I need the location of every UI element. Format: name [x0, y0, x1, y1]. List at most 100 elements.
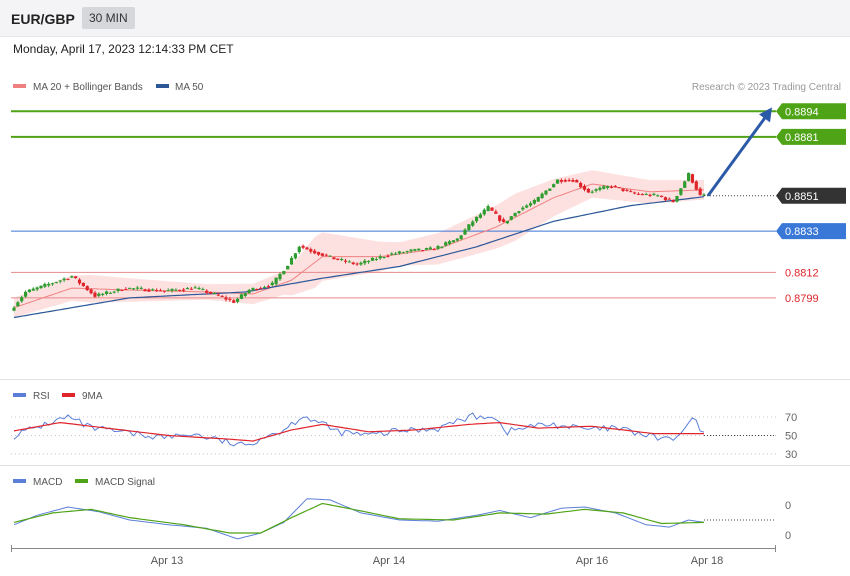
candle-body	[374, 258, 378, 260]
candle-body	[62, 278, 66, 281]
candle-body	[690, 174, 695, 183]
candle-body	[536, 196, 540, 202]
candle-body	[656, 195, 660, 197]
candle-body	[432, 249, 436, 251]
candle-body	[579, 182, 583, 188]
candle-body	[143, 289, 147, 292]
candle-body	[675, 195, 679, 202]
candle-body	[239, 294, 244, 299]
candle-body	[228, 298, 232, 300]
candle-body	[652, 193, 656, 196]
candle-body	[463, 229, 467, 235]
candle-body	[116, 288, 120, 292]
candle-body	[220, 295, 224, 297]
candle-body	[89, 289, 93, 294]
candle-body	[386, 255, 390, 257]
macd-line	[13, 498, 705, 540]
candle-body	[571, 180, 575, 182]
candle-body	[455, 238, 459, 241]
candle-body	[216, 294, 220, 296]
candle-body	[16, 302, 20, 306]
chart-header: EUR/GBP 30 MIN	[0, 0, 850, 37]
candle-body	[575, 180, 579, 183]
candle-body	[598, 187, 602, 190]
candle-body	[274, 277, 278, 285]
candle-body	[151, 289, 155, 291]
legend-label-macd-signal: MACD Signal	[95, 477, 155, 488]
candle-body	[31, 288, 35, 291]
x-tick-label: Apr 13	[151, 555, 183, 567]
candle-body	[501, 219, 506, 222]
candle-body	[378, 256, 382, 259]
candle-body	[540, 193, 544, 199]
candle-body	[528, 203, 533, 206]
candle-body	[135, 287, 139, 289]
timeframe-button[interactable]: 30 MIN	[82, 7, 135, 29]
candle-body	[405, 251, 409, 253]
current-price-label: 0.8851	[785, 191, 819, 203]
candle-body	[424, 248, 429, 250]
forecast-arrowhead	[759, 107, 772, 123]
candle-body	[158, 290, 163, 292]
candle-body	[286, 265, 290, 270]
candle-body	[43, 283, 47, 287]
candle-body	[370, 257, 375, 261]
candle-body	[50, 283, 55, 285]
x-tick-label: Apr 14	[373, 555, 405, 567]
legend-label-macd: MACD	[33, 477, 62, 488]
candle-body	[513, 213, 517, 217]
candle-body	[544, 190, 548, 195]
candle-body	[120, 290, 124, 292]
candle-body	[208, 291, 213, 294]
candle-body	[251, 288, 255, 291]
candle-body	[679, 188, 683, 195]
candle-body	[459, 235, 463, 239]
candle-body	[602, 186, 606, 189]
candle-body	[20, 297, 24, 302]
candle-body	[212, 293, 217, 295]
candle-body	[471, 221, 475, 226]
candle-body	[548, 188, 552, 191]
candle-body	[532, 200, 536, 204]
candle-body	[39, 285, 43, 289]
candle-body	[621, 188, 625, 191]
level-label: 0.8799	[785, 293, 819, 305]
candle-body	[640, 194, 644, 196]
candle-body	[324, 254, 328, 256]
candle-body	[686, 172, 691, 182]
legend-swatch-macd	[13, 479, 26, 483]
candle-body	[671, 200, 675, 203]
candle-body	[517, 211, 521, 213]
x-tick-label: Apr 18	[691, 555, 723, 567]
candle-body	[625, 189, 629, 191]
candle-body	[316, 252, 321, 255]
candle-body	[313, 250, 317, 254]
candle-body	[505, 220, 510, 224]
candle-body	[567, 180, 571, 182]
candle-body	[343, 260, 348, 262]
candle-body	[698, 188, 702, 195]
candle-body	[193, 287, 197, 289]
candle-body	[243, 293, 247, 296]
legend-swatch-ma20	[13, 84, 26, 88]
candle-body	[559, 180, 563, 182]
candle-body	[85, 286, 89, 291]
candle-body	[394, 253, 398, 255]
candle-body	[494, 211, 498, 214]
candle-body	[54, 282, 59, 284]
candle-body	[112, 291, 116, 293]
candle-body	[613, 185, 617, 187]
candle-body	[667, 198, 671, 200]
candle-body	[347, 261, 351, 263]
candle-body	[451, 240, 456, 243]
legend-label-rsi-ma: 9MA	[82, 391, 103, 402]
candle-body	[166, 290, 170, 292]
candle-body	[97, 293, 101, 296]
candle-body	[23, 291, 28, 297]
macd-tick-label: 0	[785, 500, 791, 512]
candle-body	[205, 290, 209, 293]
candle-body	[382, 256, 386, 258]
macd-tick-label: 0	[785, 530, 791, 542]
candle-body	[197, 288, 201, 290]
